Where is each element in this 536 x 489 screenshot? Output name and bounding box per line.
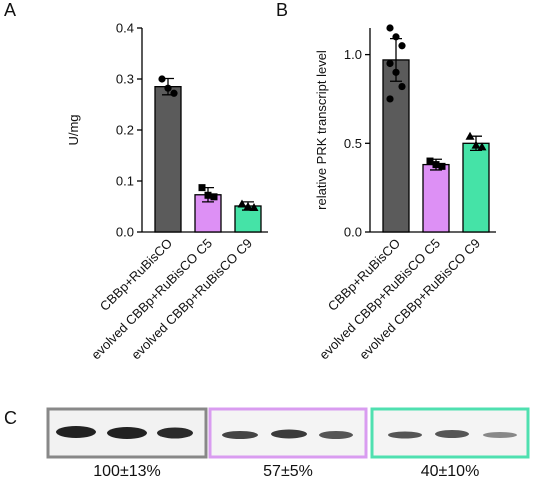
data-point: [471, 140, 481, 149]
y-tick-label: 0.1: [116, 174, 134, 189]
band: [319, 431, 353, 439]
y-tick-label: 0.3: [116, 72, 134, 87]
band: [222, 431, 258, 439]
data-point: [432, 161, 440, 169]
y-tick-label: 0.2: [116, 123, 134, 138]
data-point: [477, 142, 487, 151]
data-point: [392, 68, 400, 76]
y-tick-label: 0.0: [116, 225, 134, 240]
y-tick-label: 0.5: [344, 136, 362, 151]
data-point: [386, 59, 394, 68]
data-point: [249, 203, 259, 212]
band: [107, 427, 147, 439]
panel-label: B: [276, 0, 288, 20]
data-point: [398, 42, 406, 50]
blot: [46, 407, 530, 459]
band: [271, 429, 307, 439]
data-point: [398, 82, 406, 91]
lane-label: 57±5%: [263, 463, 313, 480]
y-tick-label: 1.0: [344, 47, 362, 62]
data-point: [158, 75, 166, 83]
data-point: [438, 162, 446, 170]
data-point: [170, 89, 178, 97]
band: [56, 426, 96, 438]
data-point: [465, 131, 475, 140]
x-tick-label: CBBp+RuBisCO: [97, 236, 175, 314]
band: [435, 430, 469, 438]
data-point: [386, 24, 394, 32]
y-tick-label: 0.0: [344, 225, 362, 240]
panel-label: A: [4, 0, 16, 20]
lane-label: 40±10%: [421, 463, 480, 480]
band: [388, 431, 422, 439]
data-point: [386, 95, 394, 103]
panel-label: C: [4, 408, 17, 428]
y-axis-label: relative PRK transcript level: [314, 50, 329, 210]
bar: [154, 86, 182, 233]
bar: [462, 142, 490, 233]
y-tick-label: 0.4: [116, 21, 134, 36]
data-point: [198, 184, 206, 192]
data-point: [237, 199, 247, 208]
lane-label: 100±13%: [93, 463, 161, 480]
data-point: [243, 202, 253, 210]
data-point: [392, 33, 400, 41]
data-point: [426, 157, 434, 165]
bar: [422, 163, 450, 233]
band: [157, 427, 193, 439]
data-point: [204, 191, 212, 199]
band: [483, 432, 517, 438]
x-tick-label: CBBp+RuBisCO: [325, 236, 403, 314]
data-point: [210, 193, 218, 201]
data-point: [164, 84, 172, 92]
y-axis-label: U/mg: [66, 114, 81, 145]
